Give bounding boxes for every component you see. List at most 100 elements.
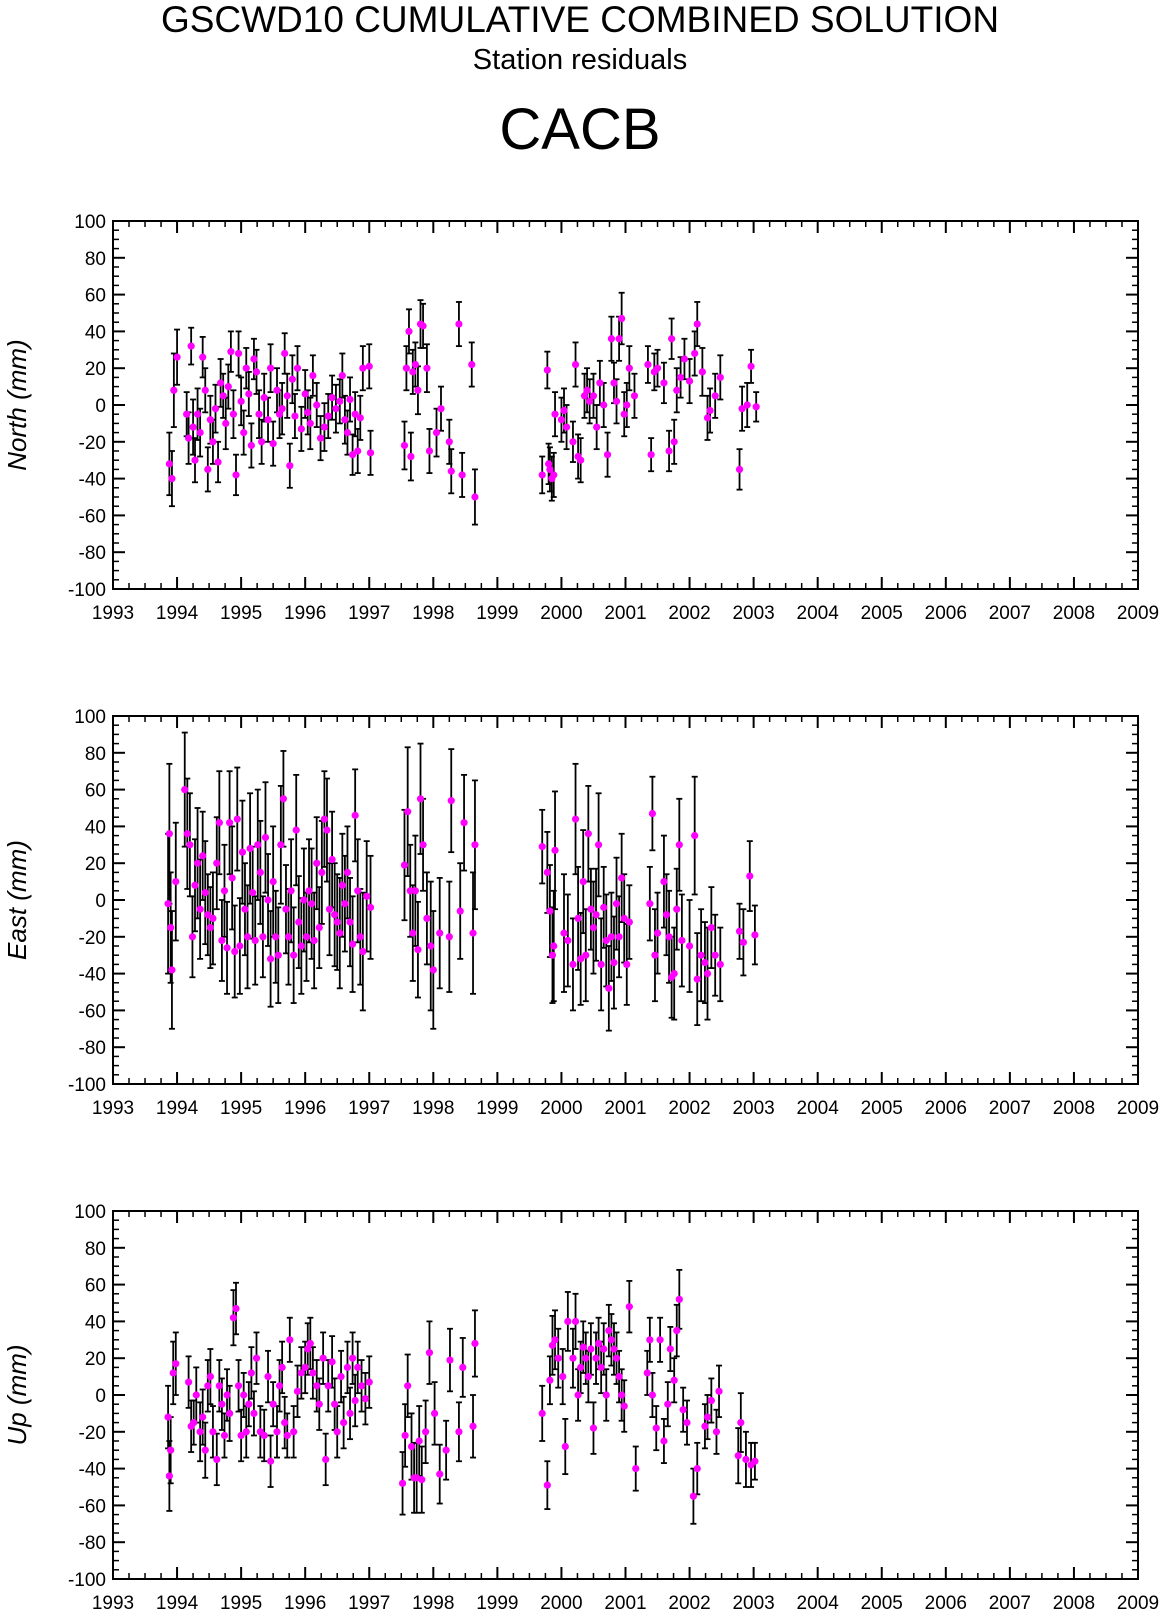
data-point <box>354 887 362 895</box>
data-point <box>281 349 289 358</box>
data-point <box>258 438 266 446</box>
data-point <box>341 416 349 424</box>
data-point <box>269 440 277 448</box>
data-point <box>660 379 668 387</box>
data-point <box>432 429 441 437</box>
data-point <box>167 924 175 932</box>
data-point <box>414 386 422 394</box>
data-point <box>646 900 654 908</box>
x-tick-label: 1999 <box>476 1593 518 1614</box>
x-tick-label: 1995 <box>220 603 262 624</box>
data-point <box>196 905 204 913</box>
data-point <box>351 1396 359 1405</box>
data-point <box>338 881 346 889</box>
data-point <box>615 933 623 941</box>
data-point <box>310 936 318 945</box>
x-tick-label: 2000 <box>540 603 582 624</box>
data-point <box>418 1476 426 1484</box>
data-point <box>589 1424 598 1432</box>
data-point <box>306 419 314 427</box>
data-point <box>593 423 601 431</box>
data-point <box>324 1382 332 1390</box>
y-axis-label: East (mm) <box>2 840 32 960</box>
data-point <box>460 819 468 827</box>
data-point <box>172 878 180 886</box>
data-point <box>328 394 336 402</box>
data-point <box>272 933 280 941</box>
data-point <box>455 320 463 328</box>
data-point <box>715 1387 723 1395</box>
data-point <box>625 1303 633 1311</box>
x-tick-label: 2007 <box>989 603 1031 624</box>
x-tick-label: 2007 <box>989 1593 1031 1614</box>
data-point <box>193 859 202 867</box>
data-point <box>579 878 587 886</box>
data-point <box>746 872 754 880</box>
data-point <box>254 841 262 849</box>
data-point <box>691 832 699 840</box>
y-axis-label: North (mm) <box>2 339 32 470</box>
data-point <box>313 859 321 867</box>
data-point <box>569 960 577 969</box>
data-point <box>275 410 284 418</box>
data-point <box>365 362 373 370</box>
data-point <box>610 379 618 387</box>
data-point <box>610 1345 618 1353</box>
data-point <box>318 868 326 877</box>
data-point <box>227 348 235 356</box>
data-point <box>204 465 212 473</box>
data-point <box>220 1431 229 1440</box>
data-point <box>423 364 431 372</box>
x-tick-label: 2009 <box>1117 603 1159 624</box>
data-point <box>751 1457 759 1465</box>
data-point <box>293 364 302 372</box>
x-tick-label: 2009 <box>1117 1098 1159 1119</box>
y-tick-label: -40 <box>79 1460 106 1481</box>
data-point <box>219 392 227 400</box>
data-point <box>743 401 751 409</box>
data-point <box>580 392 589 400</box>
data-point <box>211 405 220 413</box>
data-point <box>697 951 705 959</box>
data-point <box>543 366 551 374</box>
x-tick-label: 2000 <box>540 1593 582 1614</box>
data-point <box>286 462 294 470</box>
data-point <box>209 914 217 923</box>
data-point <box>716 960 724 969</box>
x-tick-label: 2009 <box>1117 1593 1159 1614</box>
data-point <box>256 868 264 877</box>
data-point <box>266 955 275 963</box>
data-point <box>602 936 610 945</box>
data-point <box>673 386 681 394</box>
data-point <box>739 938 747 946</box>
data-point <box>670 438 678 446</box>
data-point <box>215 1382 223 1390</box>
data-point <box>246 844 254 853</box>
x-tick-label: 2001 <box>604 1098 646 1119</box>
data-point <box>693 320 701 328</box>
data-point <box>620 1402 628 1410</box>
y-tick-label: -20 <box>79 928 106 949</box>
data-point <box>168 966 176 974</box>
data-point <box>286 1336 294 1344</box>
data-point <box>199 1413 207 1421</box>
data-point <box>546 1376 554 1384</box>
data-point <box>402 364 411 372</box>
data-point <box>278 1363 286 1371</box>
data-point <box>357 1382 366 1390</box>
data-point <box>707 924 715 932</box>
data-point <box>550 942 558 950</box>
data-point <box>302 933 311 941</box>
data-point <box>577 1363 585 1371</box>
data-point <box>562 423 571 431</box>
data-point <box>600 903 608 911</box>
data-point <box>306 1339 314 1348</box>
data-point <box>589 392 598 400</box>
data-point <box>550 471 558 479</box>
data-point <box>269 878 277 886</box>
data-point <box>354 1363 362 1371</box>
data-point <box>407 452 415 461</box>
data-point <box>600 1345 608 1353</box>
data-point <box>282 905 290 913</box>
